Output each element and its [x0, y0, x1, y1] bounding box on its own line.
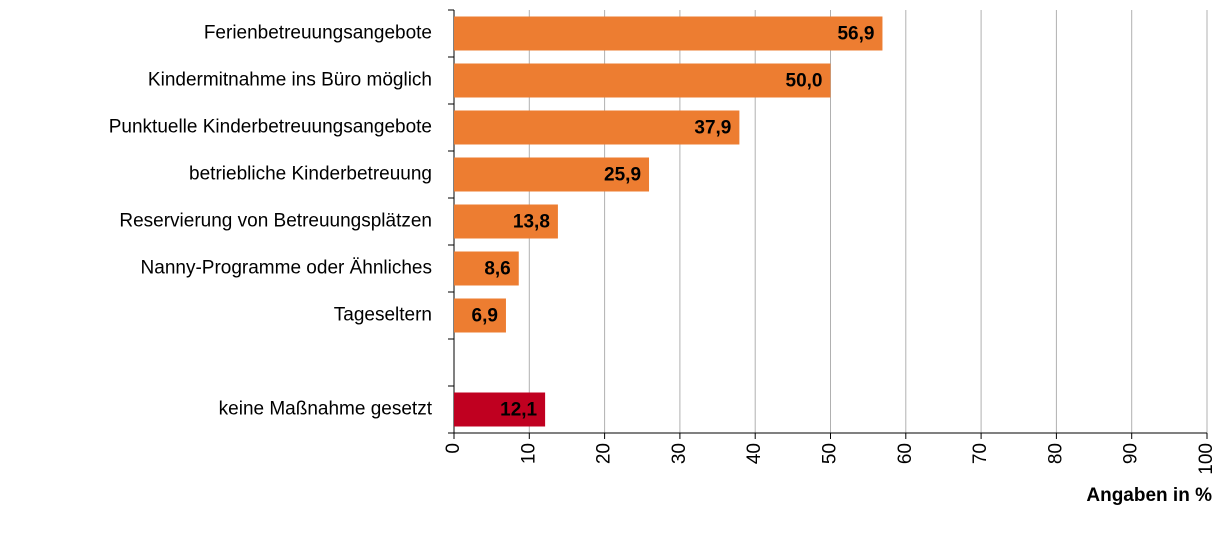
bar [454, 157, 650, 192]
y-tick-label: betriebliche Kinderbetreuung [189, 164, 432, 185]
data-label: 37,9 [694, 118, 731, 139]
x-tick-label: 100 [1196, 443, 1217, 475]
data-label: 25,9 [604, 165, 641, 186]
data-label: 12,1 [500, 400, 537, 421]
bar [454, 63, 831, 98]
x-tick-label: 20 [594, 443, 615, 464]
data-label: 56,9 [837, 24, 874, 45]
data-label: 8,6 [484, 259, 510, 280]
bar [454, 251, 519, 286]
y-tick-label: Ferienbetreuungsangebote [204, 23, 432, 44]
bar [454, 298, 506, 333]
y-tick-label: Nanny-Programme oder Ähnliches [141, 258, 432, 279]
bar [454, 204, 558, 239]
y-tick-label: Kindermitnahme ins Büro möglich [148, 70, 432, 91]
x-tick-label: 80 [1045, 443, 1066, 464]
y-tick-label: keine Maßnahme gesetzt [219, 399, 433, 420]
data-label: 6,9 [472, 306, 498, 327]
data-label: 50,0 [786, 71, 823, 92]
x-tick-label: 0 [443, 443, 464, 454]
bar [454, 16, 883, 51]
y-tick-label: Tageseltern [334, 305, 432, 326]
data-label: 13,8 [513, 212, 550, 233]
x-tick-label: 10 [518, 443, 539, 464]
x-tick-label: 30 [669, 443, 690, 464]
y-tick-label: Reservierung von Betreuungsplätzen [119, 211, 432, 232]
bar [454, 392, 546, 427]
x-tick-label: 50 [820, 443, 841, 464]
x-tick-label: 40 [744, 443, 765, 464]
x-tick-label: 60 [895, 443, 916, 464]
x-tick-label: 70 [970, 443, 991, 464]
x-tick-label: 90 [1121, 443, 1142, 464]
bar [454, 110, 740, 145]
y-tick-label: Punktuelle Kinderbetreuungsangebote [109, 117, 432, 138]
x-axis-label: Angaben in % [1086, 485, 1212, 506]
